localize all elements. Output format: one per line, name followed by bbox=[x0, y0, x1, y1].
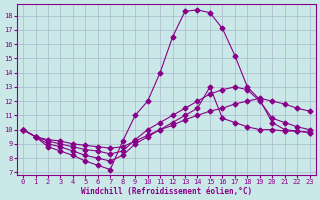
X-axis label: Windchill (Refroidissement éolien,°C): Windchill (Refroidissement éolien,°C) bbox=[81, 187, 252, 196]
